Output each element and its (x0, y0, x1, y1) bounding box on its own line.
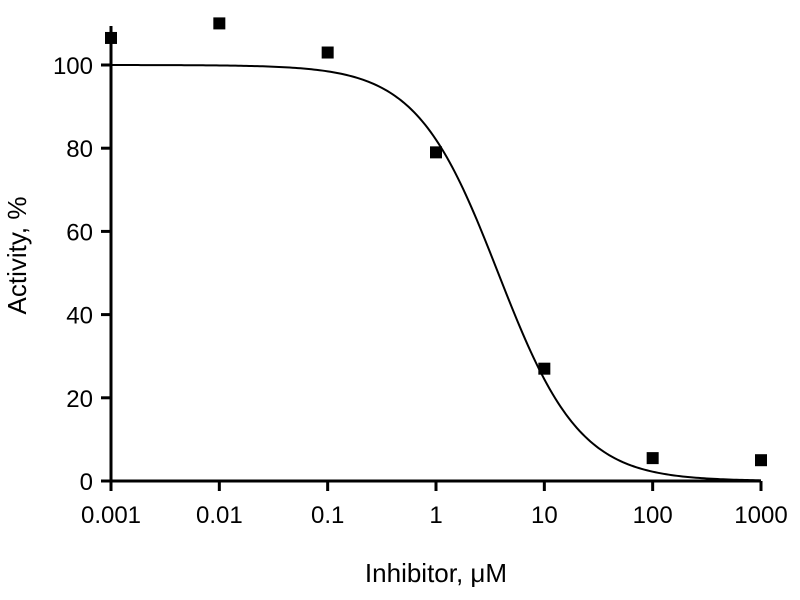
y-tick-label: 40 (66, 303, 93, 330)
data-point (105, 31, 117, 44)
x-tick-label: 0.001 (81, 502, 141, 529)
x-axis-title: Inhibitor, μM (365, 558, 507, 588)
x-tick-label: 100 (633, 502, 673, 529)
axes (109, 26, 761, 483)
y-tick-label: 100 (53, 53, 93, 80)
data-point (538, 362, 551, 375)
x-tick-label: 0.01 (196, 502, 243, 529)
data-point (430, 146, 442, 159)
data-point (646, 452, 659, 465)
x-tick-label: 1 (429, 502, 442, 529)
x-tick-label: 1000 (734, 502, 787, 529)
x-tick-label: 0.1 (311, 502, 344, 529)
y-tick-label: 80 (66, 136, 93, 163)
y-tick-label: 0 (80, 469, 93, 496)
x-axis-ticks (109, 481, 763, 491)
y-axis-tick-labels: 0 20 40 60 80 100 (53, 53, 93, 496)
y-tick-label: 60 (66, 219, 93, 246)
data-point (321, 46, 334, 59)
y-axis-ticks (101, 63, 111, 483)
data-points (105, 17, 767, 467)
x-tick-label: 10 (531, 502, 558, 529)
data-point (213, 17, 226, 30)
x-axis-tick-labels: 0.001 0.01 0.1 1 10 100 1000 (81, 502, 788, 529)
data-point (755, 454, 767, 467)
y-tick-label: 20 (66, 386, 93, 413)
fit-curve (111, 64, 762, 482)
y-axis-title: Activity, % (2, 197, 32, 315)
